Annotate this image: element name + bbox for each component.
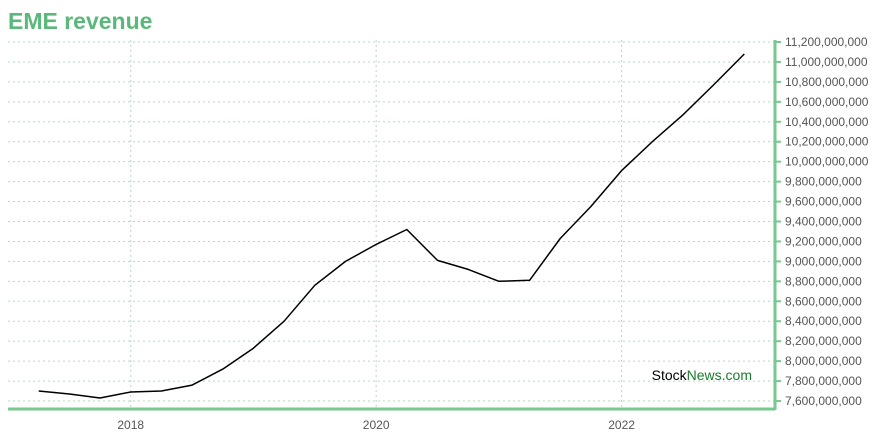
y-tick-label: 7,600,000,000 (785, 394, 862, 408)
y-tick-label: 9,200,000,000 (785, 234, 862, 248)
y-tick-label: 8,800,000,000 (785, 274, 862, 288)
x-tick-label: 2022 (608, 418, 635, 432)
watermark-stock: Stock (652, 367, 688, 383)
y-tick-label: 9,800,000,000 (785, 175, 862, 189)
chart-title: EME revenue (8, 8, 153, 34)
y-tick-label: 9,600,000,000 (785, 195, 862, 209)
series-layer (38, 53, 745, 399)
y-tick-label: 8,000,000,000 (785, 354, 862, 368)
watermark-news: News.com (687, 367, 752, 383)
x-tick-label: 2020 (363, 418, 390, 432)
y-tick-label: 8,200,000,000 (785, 334, 862, 348)
grid-layer (8, 40, 775, 409)
y-tick-label: 10,200,000,000 (785, 135, 869, 149)
y-tick-label: 10,800,000,000 (785, 75, 869, 89)
y-tick-label: 8,600,000,000 (785, 294, 862, 308)
x-tick-label: 2018 (117, 418, 144, 432)
y-tick-label: 11,200,000,000 (785, 35, 868, 49)
y-tick-label: 11,000,000,000 (785, 55, 868, 69)
y-tick-label: 9,400,000,000 (785, 215, 862, 229)
watermark: StockNews.com (652, 367, 752, 383)
y-tick-label: 10,000,000,000 (785, 155, 869, 169)
axis-layer: 7,600,000,000 7,800,000,000 8,000,000,000 8… (8, 35, 869, 432)
y-tick-label: 10,400,000,000 (785, 115, 869, 129)
y-tick-label: 8,400,000,000 (785, 314, 862, 328)
y-tick-label: 7,800,000,000 (785, 374, 862, 388)
y-tick-label: 10,600,000,000 (785, 95, 869, 109)
y-tick-label: 9,000,000,000 (785, 254, 862, 268)
series-line (38, 53, 745, 399)
